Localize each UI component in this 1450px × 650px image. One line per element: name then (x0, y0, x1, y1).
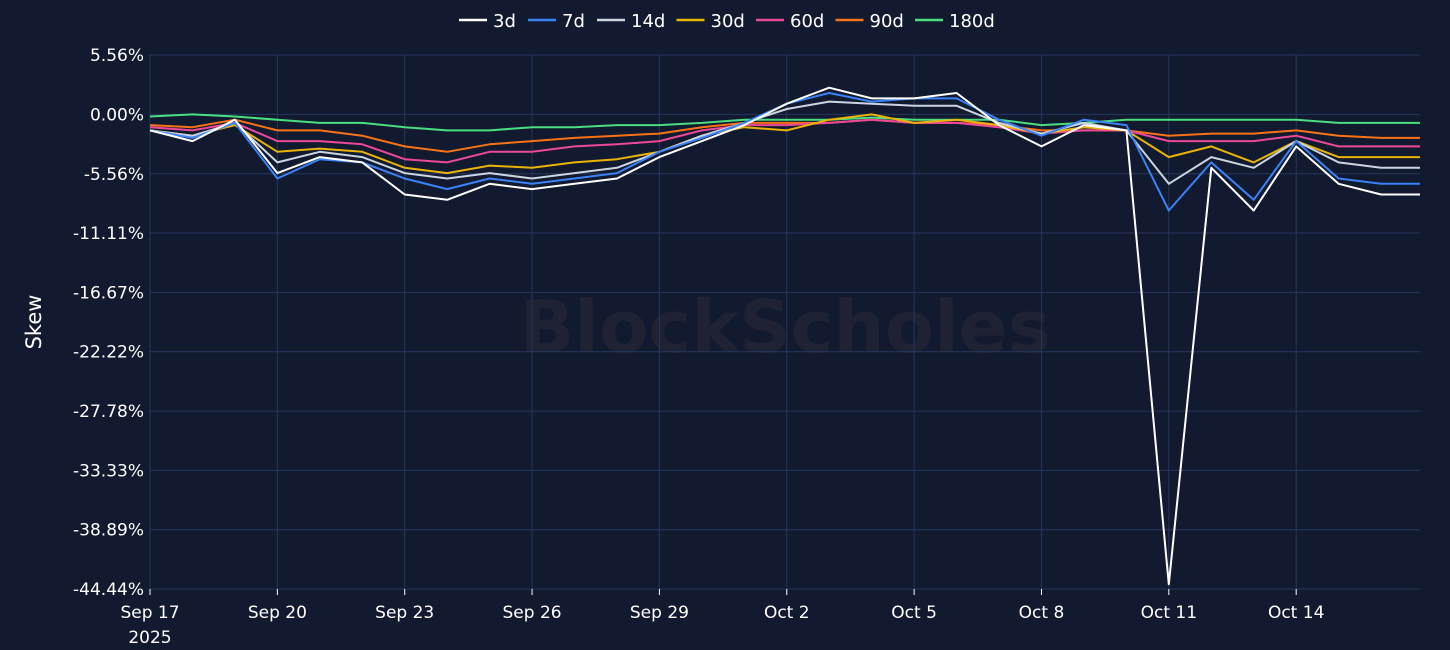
legend-label-180d: 180d (949, 11, 995, 32)
series-line-30d (149, 113, 1420, 175)
x-tick-label: Oct 11 (1141, 603, 1197, 623)
legend-label-7d: 7d (562, 11, 585, 32)
grid-layer (149, 54, 1420, 590)
x-tick-label: Oct 5 (891, 603, 937, 623)
legend: 3d 7d 14d 30d 60d 90d 180d (459, 11, 995, 32)
y-tick-label: 5.56% (90, 46, 144, 66)
y-tick-label: -33.33% (73, 461, 144, 481)
series-layer (149, 86, 1420, 586)
x-tick-label: Sep 20 (248, 603, 307, 623)
x-tick-label: Oct 14 (1268, 603, 1324, 623)
legend-label-3d: 3d (493, 11, 516, 32)
y-tick-label: -16.67% (73, 283, 144, 303)
y-tick-label: 0.00% (90, 105, 144, 125)
y-axis-label: Skew (22, 295, 46, 350)
watermark-layer: BlockScholes (519, 285, 1050, 369)
y-tick-label: -27.78% (73, 402, 144, 422)
y-tick-label: -22.22% (73, 343, 144, 363)
legend-label-60d: 60d (790, 11, 824, 32)
y-tick-label: -44.44% (73, 580, 144, 600)
series-line-90d (149, 118, 1420, 153)
y-tick-label: -5.56% (84, 165, 144, 185)
x-tick-sublabel: 2025 (128, 628, 171, 648)
watermark-text: BlockScholes (519, 285, 1050, 369)
series-line-60d (149, 118, 1420, 164)
x-tick-label: Oct 2 (764, 603, 810, 623)
series-line-3d (149, 86, 1420, 586)
legend-label-30d: 30d (711, 11, 745, 32)
y-tick-label: -38.89% (73, 521, 144, 541)
axis-layer: 5.56% 0.00% -5.56% -11.11% -16.67% -22.22% -27… (22, 46, 1324, 648)
x-tick-label: Oct 8 (1019, 603, 1065, 623)
series-line-14d (149, 100, 1420, 185)
x-tick-label: Sep 23 (375, 603, 434, 623)
legend-label-90d: 90d (870, 11, 904, 32)
x-tick-label: Sep 26 (503, 603, 562, 623)
legend-label-14d: 14d (631, 11, 665, 32)
x-tick-label: Sep 17 (120, 603, 179, 623)
x-tick-label: Sep 29 (630, 603, 689, 623)
series-line-180d (149, 113, 1420, 132)
y-tick-label: -11.11% (73, 224, 144, 244)
